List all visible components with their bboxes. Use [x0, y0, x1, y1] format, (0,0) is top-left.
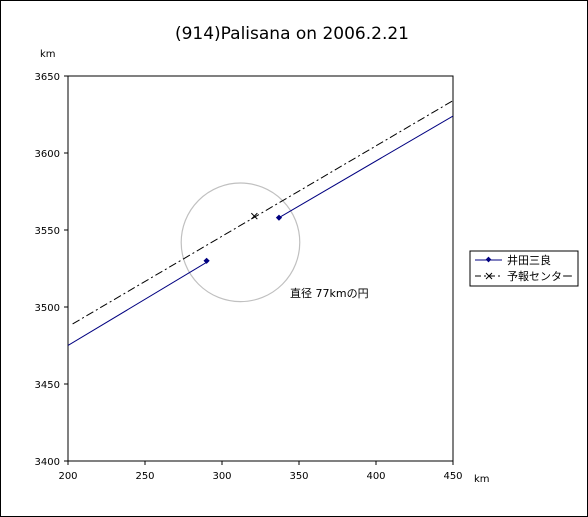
legend-marker-series-2 — [485, 272, 493, 280]
plot-marks — [68, 100, 453, 346]
y-axis-unit: km — [40, 49, 56, 60]
legend-label-series-2: 予報センター — [507, 270, 573, 283]
legend: 井田三良 予報センター — [469, 250, 579, 287]
chart-title: (914)Palisana on 2006.2.21 — [175, 24, 409, 44]
x-tick-label: 200 — [58, 471, 77, 482]
series-1-line-segment — [278, 115, 453, 219]
y-tick-label: 3650 — [35, 72, 60, 83]
x-tick-label: 400 — [366, 471, 385, 482]
diameter-circle — [180, 182, 301, 303]
y-tick-label: 3500 — [35, 303, 60, 314]
y-tick-label: 3600 — [35, 149, 60, 160]
legend-box — [469, 250, 579, 287]
x-tick-label: 350 — [289, 471, 308, 482]
plot-area — [67, 75, 454, 462]
x-axis: 200 250 300 350 400 450 — [58, 461, 463, 482]
y-tick-label: 3400 — [35, 457, 60, 468]
series-1-line-segment — [68, 261, 207, 346]
series-2-point — [250, 212, 258, 220]
series-2-line — [72, 100, 453, 325]
y-tick-label: 3550 — [35, 226, 60, 237]
circle-annotation: 直径 77kmの円 — [290, 286, 369, 300]
x-tick-label: 250 — [135, 471, 154, 482]
y-tick-label: 3450 — [35, 380, 60, 391]
y-axis: 3400 3450 3500 3550 3600 3650 — [35, 72, 68, 468]
series-2-point-stroke — [250, 212, 258, 220]
legend-marker-series-1 — [485, 256, 492, 263]
series-1-point — [203, 257, 210, 264]
legend-label-series-1: 井田三良 — [507, 253, 551, 267]
x-axis-unit: km — [474, 474, 490, 485]
x-tick-label: 450 — [443, 471, 462, 482]
x-tick-label: 300 — [212, 471, 231, 482]
